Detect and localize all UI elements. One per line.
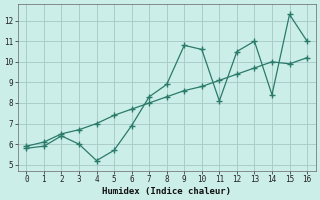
X-axis label: Humidex (Indice chaleur): Humidex (Indice chaleur) bbox=[102, 187, 231, 196]
